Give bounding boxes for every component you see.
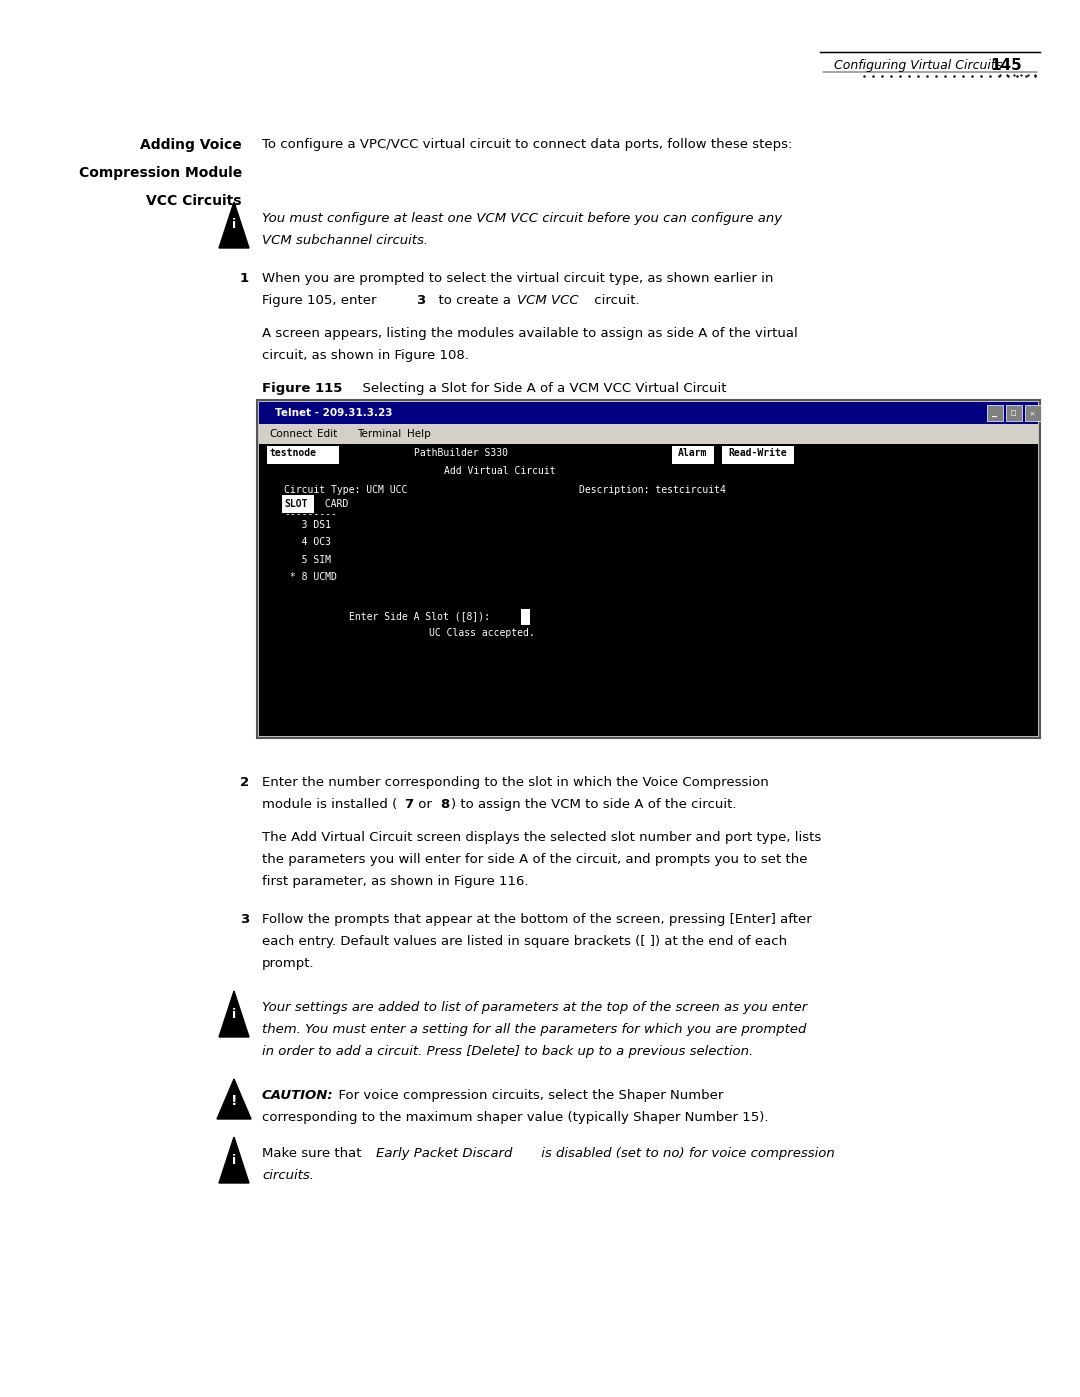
Text: module is installed (: module is installed ( <box>262 798 397 812</box>
Text: circuit, as shown in Figure 108.: circuit, as shown in Figure 108. <box>262 349 469 362</box>
Text: Figure 105, enter: Figure 105, enter <box>262 293 384 307</box>
Text: Your settings are added to list of parameters at the top of the screen as you en: Your settings are added to list of param… <box>262 1002 807 1014</box>
Text: them. You must enter a setting for all the parameters for which you are prompted: them. You must enter a setting for all t… <box>262 1023 807 1037</box>
Text: You must configure at least one VCM VCC circuit before you can configure any: You must configure at least one VCM VCC … <box>262 212 782 225</box>
Text: Configuring Virtual Circuits: Configuring Virtual Circuits <box>834 59 1002 71</box>
Text: The Add Virtual Circuit screen displays the selected slot number and port type, : The Add Virtual Circuit screen displays … <box>262 831 821 844</box>
Text: Read-Write: Read-Write <box>729 448 787 458</box>
Text: □: □ <box>1011 408 1015 418</box>
Text: circuit.: circuit. <box>590 293 639 307</box>
Text: UC Class accepted.: UC Class accepted. <box>429 629 535 638</box>
Text: 3 DS1: 3 DS1 <box>284 520 330 529</box>
Text: Terminal: Terminal <box>357 429 402 439</box>
Text: Compression Module: Compression Module <box>79 166 242 180</box>
Text: or: or <box>414 798 436 812</box>
FancyBboxPatch shape <box>259 444 1038 736</box>
Text: 7: 7 <box>404 798 414 812</box>
FancyBboxPatch shape <box>1025 405 1041 420</box>
Text: For voice compression circuits, select the Shaper Number: For voice compression circuits, select t… <box>330 1090 724 1102</box>
Text: Adding Voice: Adding Voice <box>140 138 242 152</box>
Polygon shape <box>219 990 249 1037</box>
Text: 8: 8 <box>440 798 449 812</box>
Text: Follow the prompts that appear at the bottom of the screen, pressing [Enter] aft: Follow the prompts that appear at the bo… <box>262 914 812 926</box>
Text: Add Virtual Circuit: Add Virtual Circuit <box>444 465 555 475</box>
Text: i: i <box>232 1007 237 1020</box>
Text: SLOT: SLOT <box>284 499 308 509</box>
FancyBboxPatch shape <box>257 400 1040 738</box>
Polygon shape <box>219 203 249 249</box>
Text: ---------: --------- <box>284 510 337 520</box>
Text: !: ! <box>231 1094 238 1108</box>
FancyBboxPatch shape <box>259 425 1038 444</box>
Text: VCM VCC: VCM VCC <box>517 293 579 307</box>
Text: 3: 3 <box>416 293 426 307</box>
Text: 4 OC3: 4 OC3 <box>284 538 330 548</box>
Text: each entry. Default values are listed in square brackets ([ ]) at the end of eac: each entry. Default values are listed in… <box>262 935 787 949</box>
Text: VCC Circuits: VCC Circuits <box>147 194 242 208</box>
Polygon shape <box>217 1078 251 1119</box>
Text: to create a: to create a <box>430 293 515 307</box>
Text: the parameters you will enter for side A of the circuit, and prompts you to set : the parameters you will enter for side A… <box>262 854 808 866</box>
Text: Circuit Type: UCM UCC: Circuit Type: UCM UCC <box>284 485 407 495</box>
FancyBboxPatch shape <box>282 496 314 513</box>
Text: 145: 145 <box>990 57 1022 73</box>
Text: 2: 2 <box>240 775 249 789</box>
Text: Help: Help <box>407 429 431 439</box>
Text: testnode: testnode <box>269 448 316 458</box>
Text: circuits.: circuits. <box>262 1169 314 1182</box>
FancyBboxPatch shape <box>987 405 1003 420</box>
Text: To configure a VPC/VCC virtual circuit to connect data ports, follow these steps: To configure a VPC/VCC virtual circuit t… <box>262 138 793 151</box>
Text: Connect: Connect <box>269 429 312 439</box>
Text: first parameter, as shown in Figure 116.: first parameter, as shown in Figure 116. <box>262 875 528 888</box>
Text: CARD: CARD <box>319 499 349 509</box>
Text: PathBuilder S330: PathBuilder S330 <box>414 448 508 458</box>
Text: Early Packet Discard: Early Packet Discard <box>376 1147 512 1160</box>
Text: Enter the number corresponding to the slot in which the Voice Compression: Enter the number corresponding to the sl… <box>262 775 769 789</box>
Text: i: i <box>232 218 237 232</box>
Text: ✕: ✕ <box>1029 408 1035 418</box>
FancyBboxPatch shape <box>672 446 714 464</box>
FancyBboxPatch shape <box>521 609 529 624</box>
Text: When you are prompted to select the virtual circuit type, as shown earlier in: When you are prompted to select the virt… <box>262 272 773 285</box>
Text: 5 SIM: 5 SIM <box>284 555 330 564</box>
Text: prompt.: prompt. <box>262 957 314 970</box>
Text: Telnet - 209.31.3.23: Telnet - 209.31.3.23 <box>275 408 392 418</box>
Text: Selecting a Slot for Side A of a VCM VCC Virtual Circuit: Selecting a Slot for Side A of a VCM VCC… <box>354 381 727 395</box>
Text: Figure 115: Figure 115 <box>262 381 342 395</box>
Text: 3: 3 <box>240 914 249 926</box>
Text: 1: 1 <box>240 272 249 285</box>
Text: Enter Side A Slot ([8]):: Enter Side A Slot ([8]): <box>349 610 496 620</box>
FancyBboxPatch shape <box>259 402 1038 425</box>
Text: VCM subchannel circuits.: VCM subchannel circuits. <box>262 235 428 247</box>
Polygon shape <box>219 1137 249 1183</box>
Text: in order to add a circuit. Press [Delete] to back up to a previous selection.: in order to add a circuit. Press [Delete… <box>262 1045 753 1058</box>
Text: ) to assign the VCM to side A of the circuit.: ) to assign the VCM to side A of the cir… <box>451 798 737 812</box>
Text: Make sure that: Make sure that <box>262 1147 366 1160</box>
Text: is disabled (set to no) for voice compression: is disabled (set to no) for voice compre… <box>537 1147 835 1160</box>
Text: Alarm: Alarm <box>678 448 707 458</box>
Text: CAUTION:: CAUTION: <box>262 1090 334 1102</box>
Text: _: _ <box>991 408 997 418</box>
Text: corresponding to the maximum shaper value (typically Shaper Number 15).: corresponding to the maximum shaper valu… <box>262 1111 769 1125</box>
FancyBboxPatch shape <box>723 446 794 464</box>
FancyBboxPatch shape <box>1005 405 1022 420</box>
FancyBboxPatch shape <box>267 446 339 464</box>
Text: Description: testcircuit4: Description: testcircuit4 <box>579 485 726 495</box>
Text: A screen appears, listing the modules available to assign as side A of the virtu: A screen appears, listing the modules av… <box>262 327 798 339</box>
Text: i: i <box>232 1154 237 1166</box>
Text: * 8 UCMD: * 8 UCMD <box>284 573 337 583</box>
Text: Edit: Edit <box>318 429 337 439</box>
